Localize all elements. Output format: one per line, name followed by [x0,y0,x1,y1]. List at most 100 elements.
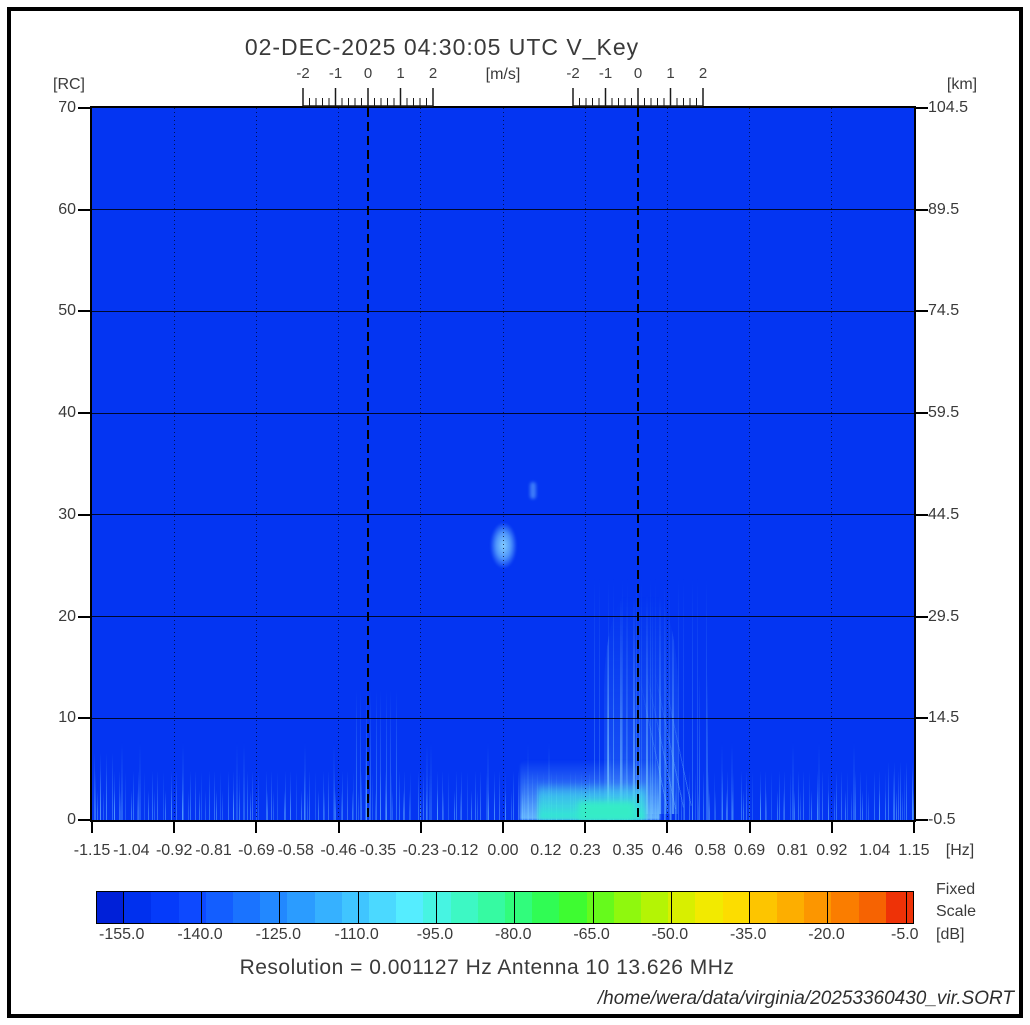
colorbar-tick [201,892,202,923]
right-axis-tick [914,513,928,516]
svg-text:1: 1 [397,65,405,82]
colorbar-segment [423,892,451,923]
left-axis-tick-label: 40 [58,404,76,422]
colorbar-segment [858,892,886,923]
right-axis-tick [914,717,928,720]
left-axis-tick [78,412,92,415]
bottom-axis-tick-label: 0.46 [651,842,683,859]
bottom-axis-tick-label: 0.58 [694,842,726,859]
resolution-info-text: Resolution = 0.001127 Hz Antenna 10 13.6… [239,956,735,979]
colorbar-tick [749,892,751,923]
right-axis-tick-label: 44.5 [928,505,960,523]
colorbar-segment [804,892,832,923]
colorbar-tick [514,892,516,923]
svg-text:-2: -2 [566,65,579,82]
positive-bragg-echo-arm [632,652,698,812]
bottom-axis-tick [748,820,751,833]
colorbar-segment [777,892,805,923]
bottom-axis-tick [419,820,422,833]
colorbar-scale-mode-line1: Fixed [936,881,976,898]
right-axis-tick [914,412,928,415]
v-gridline-dotted [831,108,833,820]
bottom-axis-tick-label: -0.81 [195,842,232,859]
colorbar-tick-label: -110.0 [334,926,379,943]
colorbar-tick-label: -80.0 [495,926,532,943]
right-axis-tick [914,107,928,109]
svg-text:2: 2 [699,65,707,82]
colorbar-segment [124,892,152,923]
source-file-path: /home/wera/data/virginia/20253360430_vir… [597,988,1014,1009]
right-axis-tick [914,208,928,211]
svg-text:-2: -2 [297,65,310,82]
colorbar-segment [151,892,179,923]
near-range-strong-echo [538,782,646,820]
bottom-axis-tick-label: 0.23 [569,842,601,859]
colorbar-tick-label: -65.0 [573,926,610,943]
bragg-line-dashed [636,108,639,820]
left-axis-tick [78,513,92,516]
bottom-axis-tick [337,820,340,833]
colorbar-segment [205,892,234,923]
colorbar-tick-label: -35.0 [729,926,767,943]
bottom-axis-tick-label: 0.12 [530,842,562,859]
bottom-axis-tick-label: -0.58 [277,842,314,859]
svg-text:1: 1 [666,65,674,82]
colorbar-tick-label: -5.0 [891,926,919,943]
colorbar-tick-label: -125.0 [255,926,301,943]
bottom-axis-tick-label: 1.04 [859,842,891,859]
v-gridline-dotted [338,108,340,820]
bottom-axis-tick [666,820,669,833]
colorbar-tick-label: -50.0 [651,926,689,943]
colorbar-tick [827,892,829,923]
negative-bragg-echo-column [354,680,400,820]
colorbar-tick [670,892,672,923]
colorbar-segment [586,892,614,923]
positive-bragg-echo-outer [590,565,708,820]
colorbar-segment [341,892,370,923]
colorbar-segment [505,892,533,923]
left-axis-tick [78,615,92,618]
colorbar-tick-label: -140.0 [177,926,223,943]
svg-text:2: 2 [429,65,437,82]
colorbar-segment [668,892,696,923]
v-gridline-dotted [255,108,257,820]
left-axis-tick-label: 10 [58,709,76,727]
bottom-axis-tick-label: -0.46 [320,842,357,859]
velocity-ruler: -2 -1 0 1 2 [297,65,437,107]
bottom-axis-tick-label: -1.15 [73,842,111,859]
bottom-axis-tick-label: -0.69 [238,842,275,859]
colorbar-segment [695,892,723,923]
colorbar-segment [396,892,424,923]
velocity-ruler: -2 -1 0 1 2 [566,65,707,107]
bottom-axis-tick-label: 0.69 [734,842,766,859]
colorbar-segment [831,892,859,923]
colorbar-segment [885,892,914,923]
colorbar-segment [559,892,587,923]
left-axis-tick [78,310,92,313]
colorbar-segment [722,892,750,923]
bottom-axis-tick [502,820,504,833]
svg-text:0: 0 [364,65,372,82]
faint-echo-speck [530,482,536,499]
v-gridline-dotted [584,108,586,820]
left-axis-tick-label: 60 [58,200,76,218]
bottom-axis-tick-label: -0.12 [441,842,479,859]
outer-border [7,7,1023,1018]
v-gridline-dotted [420,108,422,820]
right-axis-tick-label: 104.5 [928,99,969,116]
left-axis-tick-label: 0 [67,811,76,828]
colorbar-tick [357,892,359,923]
colorbar-tick-label: -95.0 [416,926,454,943]
colorbar-segment [613,892,642,923]
left-axis-tick-label: 20 [58,607,76,625]
right-axis-tick-label: -0.5 [928,811,956,828]
svg-text:-1: -1 [599,65,612,82]
colorbar [96,891,914,924]
v-gridline-dotted [666,108,668,820]
bottom-axis-tick-label: 0.92 [816,842,848,859]
colorbar-segment [477,892,506,923]
colorbar-tick [435,892,437,923]
colorbar-segment [641,892,669,923]
bottom-axis-tick [173,820,176,833]
bottom-axis-tick [255,820,258,833]
